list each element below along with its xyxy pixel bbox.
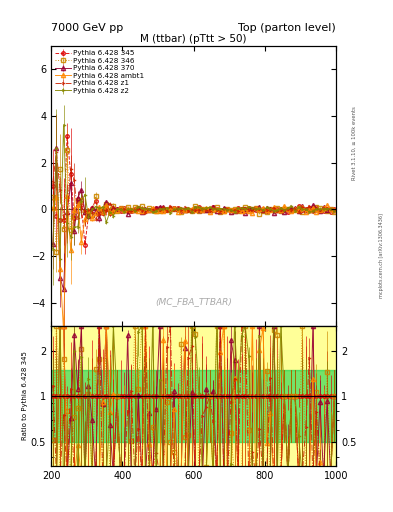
Text: Rivet 3.1.10, ≥ 100k events: Rivet 3.1.10, ≥ 100k events xyxy=(352,106,357,180)
Text: (MC_FBA_TTBAR): (MC_FBA_TTBAR) xyxy=(155,297,232,306)
Legend: Pythia 6.428 345, Pythia 6.428 346, Pythia 6.428 370, Pythia 6.428 ambt1, Pythia: Pythia 6.428 345, Pythia 6.428 346, Pyth… xyxy=(54,49,146,95)
Title: M (ttbar) (pTtt > 50): M (ttbar) (pTtt > 50) xyxy=(140,34,247,44)
Text: 7000 GeV pp: 7000 GeV pp xyxy=(51,23,123,33)
Y-axis label: Ratio to Pythia 6.428 345: Ratio to Pythia 6.428 345 xyxy=(22,352,28,440)
Text: mcplots.cern.ch [arXiv:1306.3436]: mcplots.cern.ch [arXiv:1306.3436] xyxy=(379,214,384,298)
Bar xyxy=(51,324,336,476)
Bar xyxy=(51,370,336,442)
Text: Top (parton level): Top (parton level) xyxy=(238,23,336,33)
